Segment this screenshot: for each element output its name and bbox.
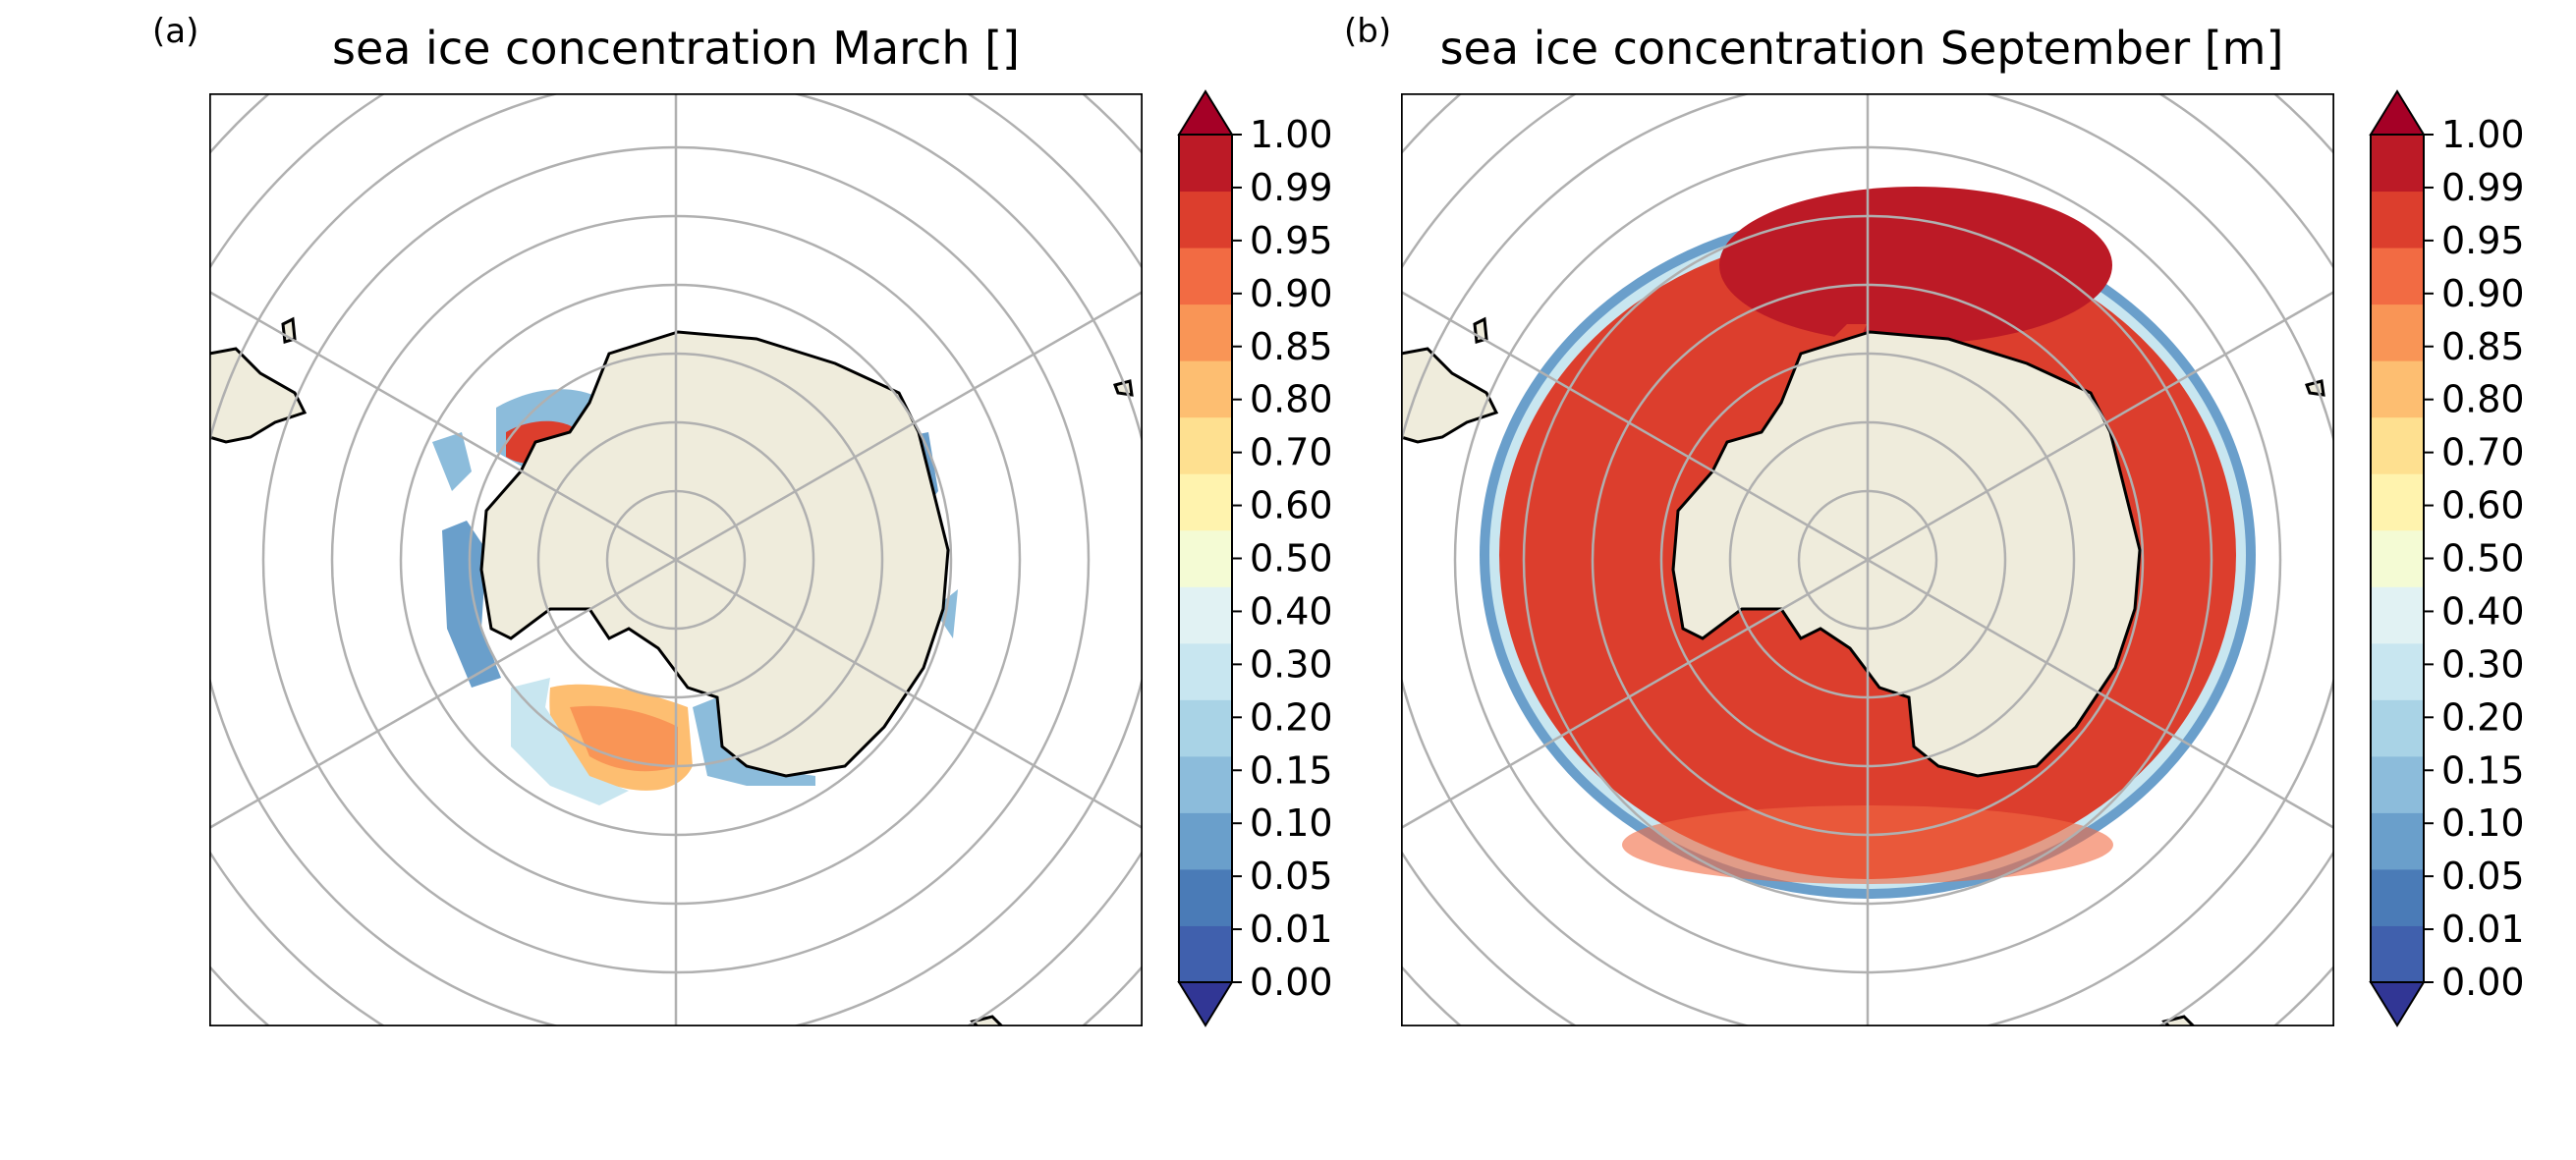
colorbar-segment bbox=[2371, 925, 2424, 983]
colorbar-extend-min bbox=[1177, 981, 1234, 1027]
colorbar-segment bbox=[2371, 360, 2424, 418]
colorbar-segment bbox=[1179, 416, 1232, 474]
panel-a-label: (a) bbox=[152, 12, 199, 51]
colorbar-tick-label: 0.95 bbox=[1250, 219, 1333, 262]
colorbar-tick-label: 1.00 bbox=[1250, 113, 1333, 156]
colorbar-segment bbox=[2371, 868, 2424, 926]
colorbar-tick-label: 0.10 bbox=[1250, 801, 1333, 845]
panel-b-graticule bbox=[1401, 93, 2334, 1026]
colorbar-tick-label: 0.00 bbox=[2441, 961, 2525, 1004]
colorbar-segment bbox=[2371, 135, 2424, 193]
colorbar-tick-label: 0.80 bbox=[1250, 378, 1333, 421]
colorbar-tick-label: 0.40 bbox=[1250, 589, 1333, 633]
colorbar-segment bbox=[1179, 812, 1232, 870]
colorbar-extend-max bbox=[2369, 89, 2426, 136]
colorbar-segment bbox=[2371, 248, 2424, 305]
colorbar-tick-label: 0.05 bbox=[2441, 855, 2525, 898]
colorbar-tick-label: 0.85 bbox=[2441, 325, 2525, 368]
colorbar-tick-label: 0.95 bbox=[2441, 219, 2525, 262]
colorbar-segment bbox=[1179, 586, 1232, 644]
panel-a-sea-ice bbox=[432, 389, 958, 805]
colorbar-tick-label: 0.50 bbox=[1250, 537, 1333, 580]
panel-a-graticule bbox=[209, 93, 1143, 1026]
colorbar-segment bbox=[1179, 699, 1232, 757]
colorbar-segment bbox=[2371, 586, 2424, 644]
amundsen-ice bbox=[442, 521, 501, 688]
colorbar-tick-label: 0.80 bbox=[2441, 378, 2525, 421]
colorbar-segment bbox=[1179, 642, 1232, 700]
colorbar-extend-max bbox=[1177, 89, 1234, 136]
colorbar-segment bbox=[1179, 135, 1232, 193]
colorbar-a: 1.00 0.99 0.95 0.90 0.85 0.80 0.70 0.60 0.50 0.40… bbox=[1177, 89, 1333, 1027]
colorbar-tick-label: 0.40 bbox=[2441, 589, 2525, 633]
colorbar-segment bbox=[1179, 473, 1232, 531]
colorbar-segment bbox=[2371, 529, 2424, 587]
colorbar-segment bbox=[2371, 473, 2424, 531]
colorbar-segment bbox=[2371, 699, 2424, 757]
colorbar-tick-label: 0.70 bbox=[1250, 431, 1333, 474]
colorbar-segment bbox=[1179, 191, 1232, 249]
colorbar-tick-label: 0.30 bbox=[1250, 642, 1333, 686]
weddell-ice-core bbox=[570, 705, 678, 772]
colorbar-tick-label: 1.00 bbox=[2441, 113, 2525, 156]
colorbar-tick-label: 0.60 bbox=[2441, 484, 2525, 527]
colorbar-segment bbox=[1179, 868, 1232, 926]
colorbar-tick-label: 0.00 bbox=[1250, 961, 1333, 1004]
colorbar-tick-label: 0.01 bbox=[2441, 908, 2525, 951]
colorbar-segment bbox=[1179, 248, 1232, 305]
colorbar-tick-label: 0.70 bbox=[2441, 431, 2525, 474]
colorbar-tick-label: 0.50 bbox=[2441, 537, 2525, 580]
panel-a-map bbox=[209, 93, 1143, 1026]
colorbar-tick-label: 0.20 bbox=[1250, 695, 1333, 739]
colorbar-tick-label: 0.01 bbox=[1250, 908, 1333, 951]
ice-pack-weddell-core bbox=[1719, 187, 2112, 344]
colorbar-tick-label: 0.15 bbox=[1250, 748, 1333, 792]
colorbar-extend-min bbox=[2369, 981, 2426, 1027]
colorbar-segment bbox=[1179, 360, 1232, 418]
colorbar-tick-label: 0.90 bbox=[1250, 272, 1333, 315]
colorbar-b: 1.00 0.99 0.95 0.90 0.85 0.80 0.70 0.60 0.50 0.40… bbox=[2369, 89, 2525, 1027]
colorbar-segment bbox=[2371, 304, 2424, 361]
colorbar-segment bbox=[2371, 812, 2424, 870]
amundsen-ice-edge bbox=[432, 432, 472, 491]
colorbar-segment bbox=[2371, 642, 2424, 700]
colorbar-tick-label: 0.60 bbox=[1250, 484, 1333, 527]
panel-b-label: (b) bbox=[1344, 12, 1392, 51]
colorbar-tick-label: 0.99 bbox=[2441, 166, 2525, 209]
colorbar-tick-label: 0.85 bbox=[1250, 325, 1333, 368]
panel-b-map bbox=[1401, 93, 2334, 1026]
weddell-ice-edge bbox=[511, 678, 629, 805]
colorbar-tick-label: 0.05 bbox=[1250, 855, 1333, 898]
colorbar-tick-label: 0.90 bbox=[2441, 272, 2525, 315]
colorbar-tick-label: 0.15 bbox=[2441, 748, 2525, 792]
colorbar-tick-label: 0.10 bbox=[2441, 801, 2525, 845]
colorbar-segment bbox=[2371, 416, 2424, 474]
colorbar-segment bbox=[2371, 191, 2424, 249]
east-weddell-strip bbox=[693, 697, 815, 786]
panel-b-title: sea ice concentration September [m] bbox=[1439, 22, 2284, 75]
colorbar-segment bbox=[1179, 529, 1232, 587]
colorbar-segment bbox=[2371, 755, 2424, 813]
panel-a-title: sea ice concentration March [] bbox=[331, 22, 1021, 75]
colorbar-tick-label: 0.99 bbox=[1250, 166, 1333, 209]
colorbar-segment bbox=[1179, 755, 1232, 813]
colorbar-tick-label: 0.20 bbox=[2441, 695, 2525, 739]
colorbar-tick-label: 0.30 bbox=[2441, 642, 2525, 686]
colorbar-segment bbox=[1179, 925, 1232, 983]
colorbar-segment bbox=[1179, 304, 1232, 361]
